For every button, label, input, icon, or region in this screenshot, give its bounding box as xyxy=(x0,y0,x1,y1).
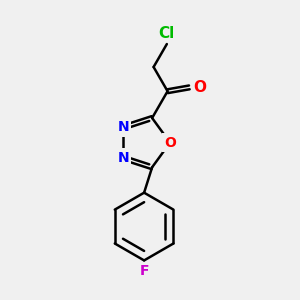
Text: F: F xyxy=(140,264,149,278)
Text: N: N xyxy=(117,151,129,165)
Text: Cl: Cl xyxy=(159,26,175,40)
Text: O: O xyxy=(164,136,176,150)
Text: O: O xyxy=(193,80,206,95)
Text: N: N xyxy=(117,120,129,134)
